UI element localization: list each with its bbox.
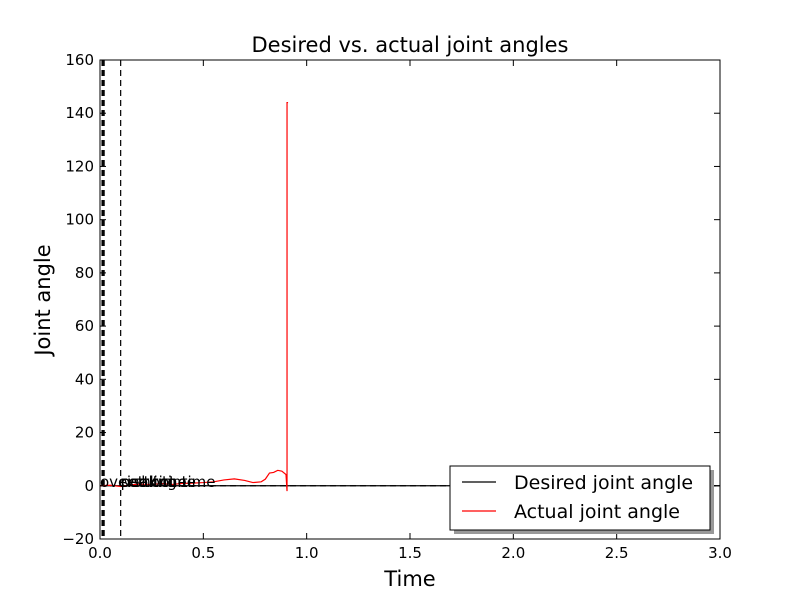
x-tick-label-6: 3.0: [708, 544, 732, 562]
legend: Desired joint angle Actual joint angle: [449, 465, 714, 534]
axis-ticks: 0.0 0.5 1.0 1.5 2.0 2.5 3.0 −20 0 20 40 60 80 100 120 1…: [62, 51, 732, 562]
y-tick-label-9: 160: [65, 51, 94, 69]
y-tick-label-0: −20: [62, 530, 94, 548]
x-tick-label-4: 2.0: [501, 544, 525, 562]
annotation-2: peak time: [121, 473, 196, 491]
annotation-0: overshoot: [100, 473, 175, 491]
y-axis-label: Joint angle: [31, 244, 55, 357]
y-tick-label-2: 20: [75, 424, 94, 442]
y-tick-label-4: 60: [75, 317, 94, 335]
y-tick-label-6: 100: [65, 211, 94, 229]
y-tick-label-5: 80: [75, 264, 94, 282]
legend-box: [449, 465, 711, 531]
y-tick-label-3: 40: [75, 370, 94, 388]
y-tick-label-1: 0: [84, 477, 94, 495]
chart-title: Desired vs. actual joint angles: [252, 33, 569, 57]
x-tick-label-1: 0.5: [191, 544, 215, 562]
x-tick-label-2: 1.0: [295, 544, 319, 562]
annotation-3: rise time: [121, 473, 187, 491]
x-axis-label: Time: [383, 567, 435, 591]
x-tick-label-3: 1.5: [398, 544, 422, 562]
x-tick-label-0: 0.0: [88, 544, 112, 562]
legend-label-actual: Actual joint angle: [514, 501, 680, 523]
series-line-1: [99, 101, 289, 492]
y-tick-label-8: 140: [65, 104, 94, 122]
legend-label-desired: Desired joint angle: [514, 472, 693, 494]
annotation-1: settling time: [121, 473, 216, 491]
plot-frame: [99, 59, 721, 540]
y-tick-label-7: 120: [65, 157, 94, 175]
x-tick-label-5: 2.5: [605, 544, 629, 562]
